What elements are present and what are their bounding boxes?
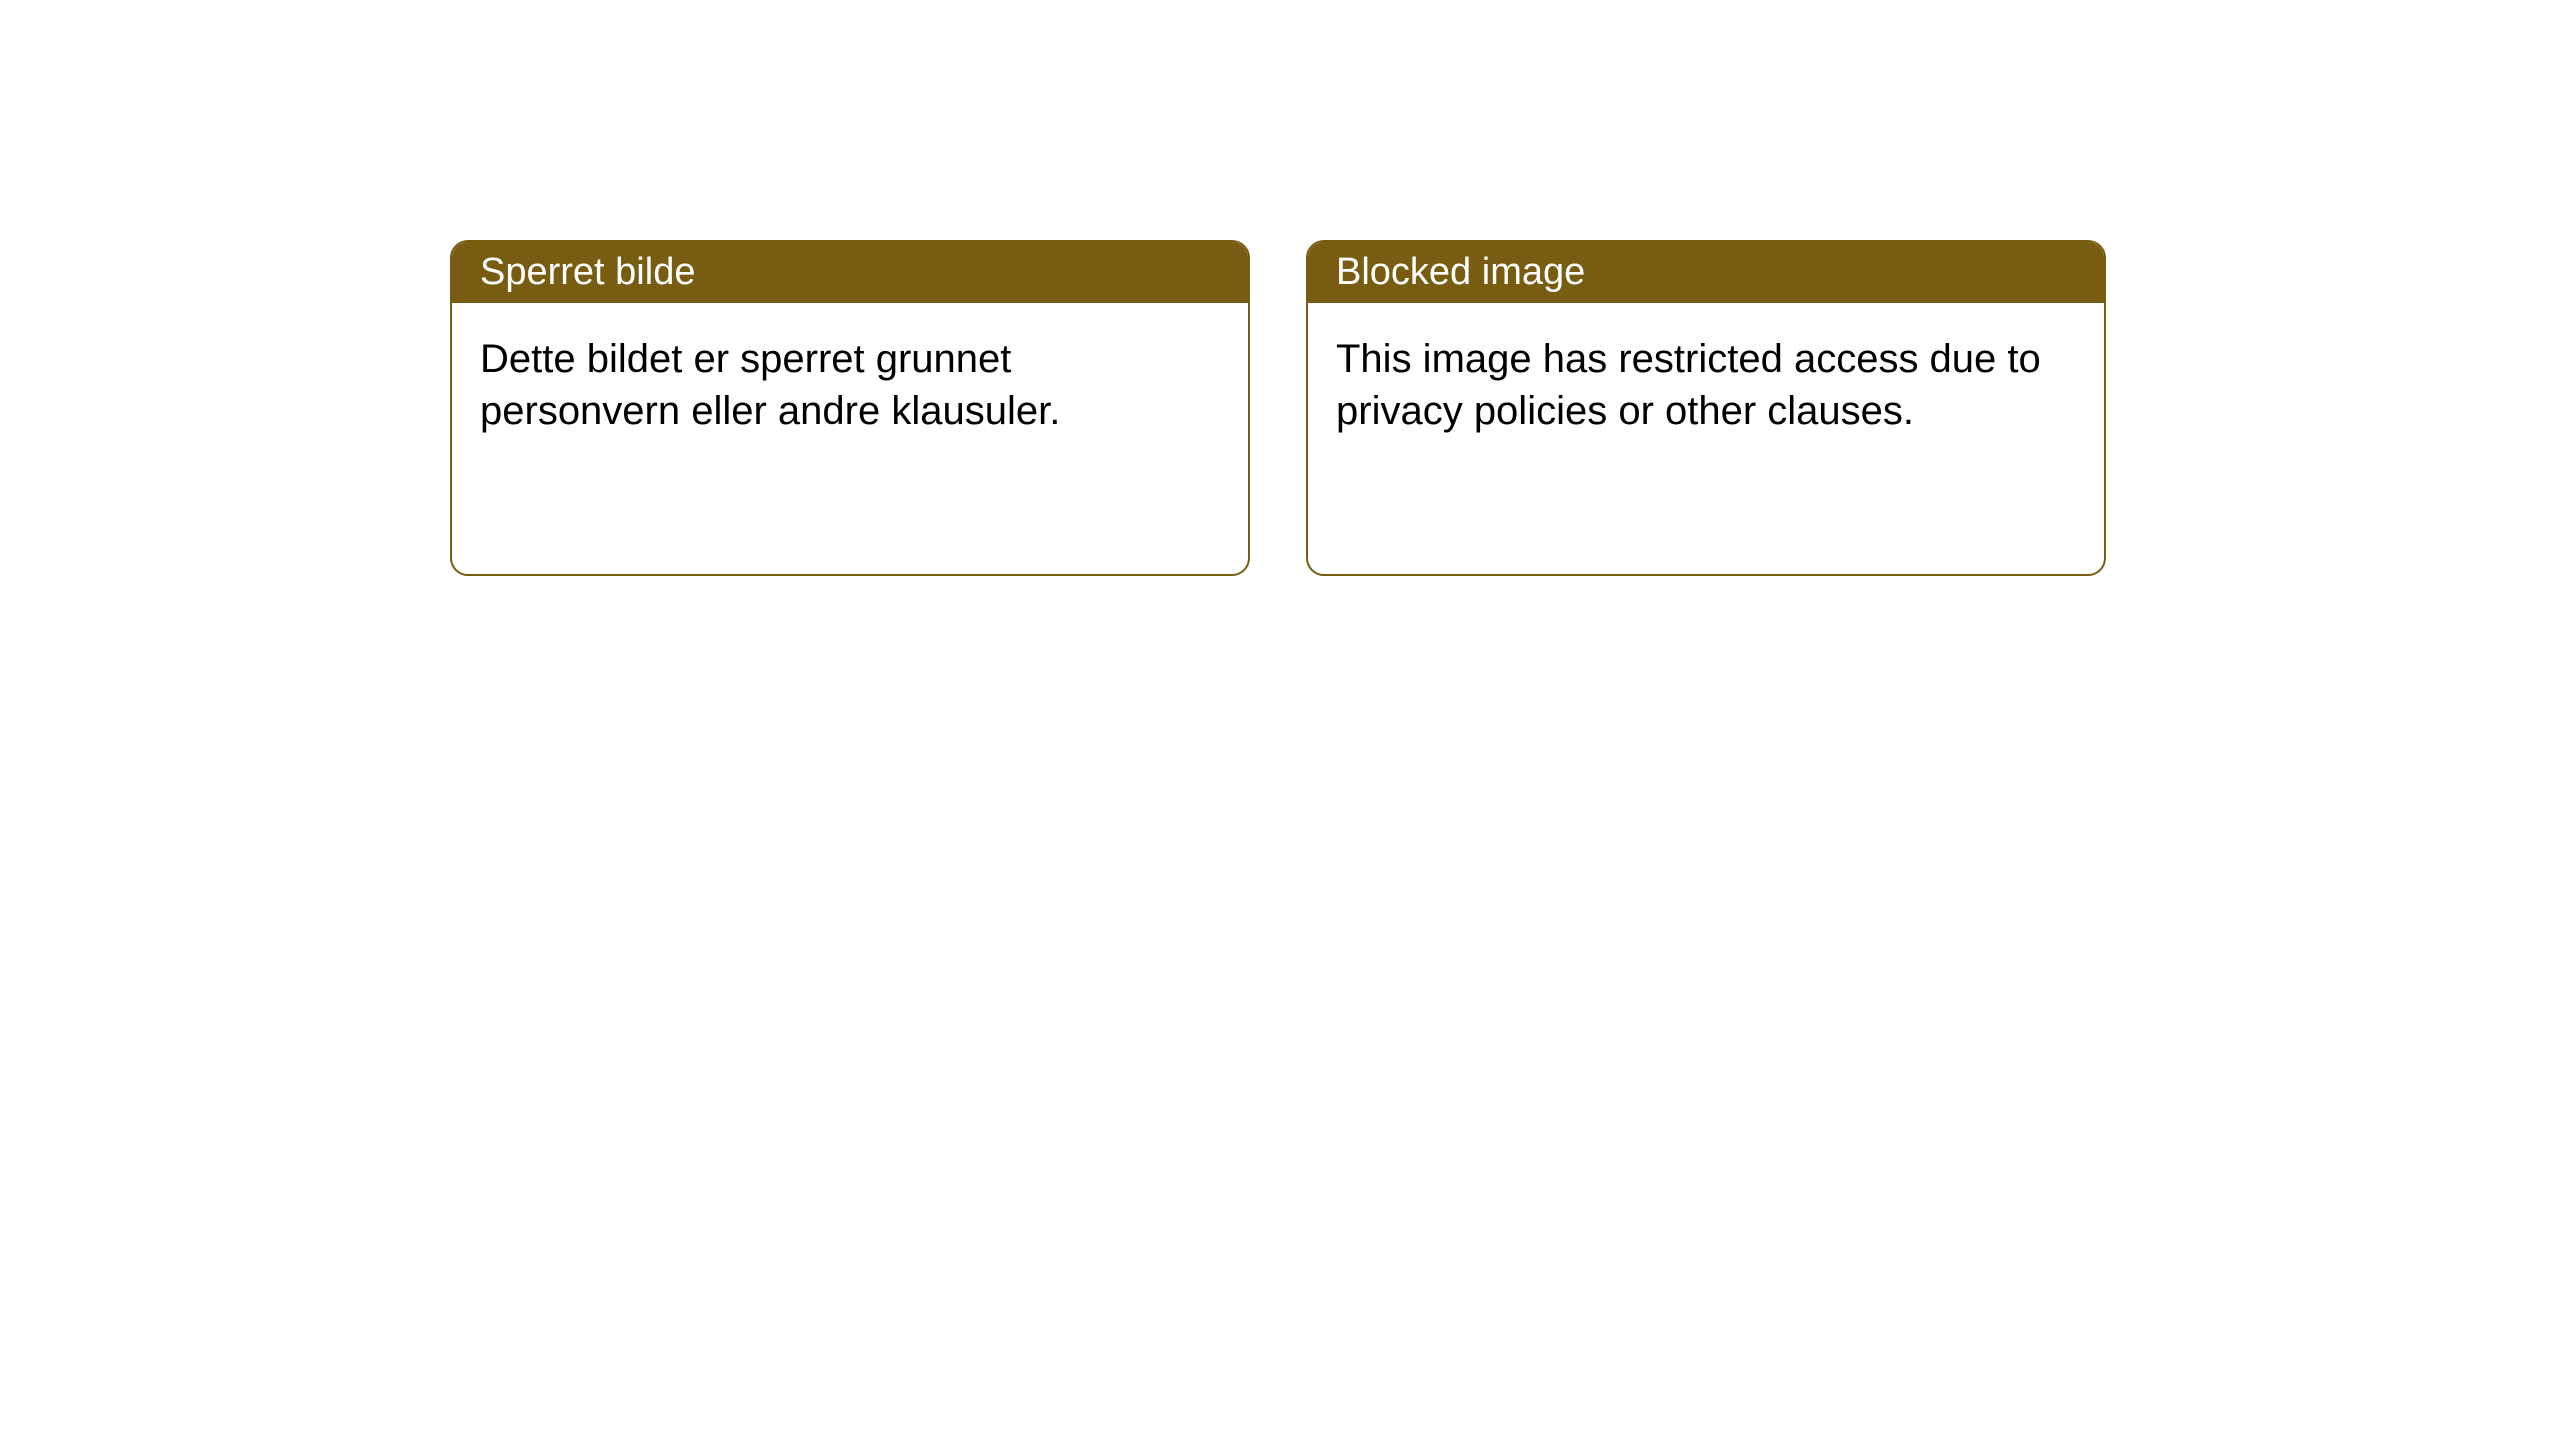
notice-card-english: Blocked image This image has restricted … xyxy=(1306,240,2106,576)
notice-card-norwegian: Sperret bilde Dette bildet er sperret gr… xyxy=(450,240,1250,576)
notice-container: Sperret bilde Dette bildet er sperret gr… xyxy=(450,240,2106,576)
notice-body-norwegian: Dette bildet er sperret grunnet personve… xyxy=(452,303,1248,467)
notice-title-norwegian: Sperret bilde xyxy=(452,242,1248,303)
notice-body-english: This image has restricted access due to … xyxy=(1308,303,2104,467)
notice-title-english: Blocked image xyxy=(1308,242,2104,303)
